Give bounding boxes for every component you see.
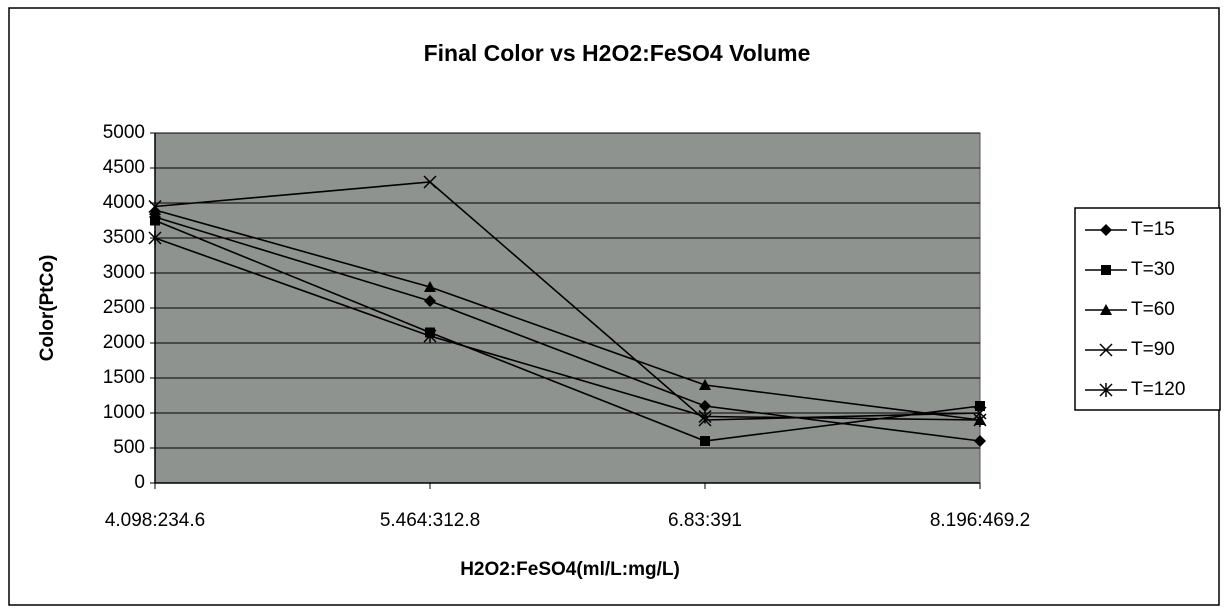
series-line (154, 209, 981, 421)
y-tick-label: 4000 (103, 192, 145, 213)
x-tick-label: 6.83:391 (668, 510, 742, 531)
series-line (154, 219, 981, 442)
y-tick-label: 1500 (103, 367, 145, 388)
y-axis-title: Color(PtCo) (37, 255, 58, 362)
marker (698, 409, 712, 424)
series-line (154, 181, 981, 421)
legend-label: T=120 (1131, 379, 1185, 400)
x-tick-label: 4.098:234.6 (105, 510, 205, 531)
marker (974, 435, 986, 447)
marker (700, 436, 710, 446)
chart-title: Final Color vs H2O2:FeSO4 Volume (424, 40, 811, 66)
marker (699, 379, 711, 390)
y-tick-label: 0 (134, 472, 145, 493)
y-tick-label: 3500 (103, 227, 145, 248)
marker (1099, 343, 1113, 357)
legend-label: T=60 (1131, 299, 1175, 320)
x-tick-label: 5.464:312.8 (380, 510, 480, 531)
marker (973, 413, 987, 427)
series-line (154, 237, 981, 421)
y-tick-label: 2000 (103, 332, 145, 353)
legend-label: T=90 (1131, 339, 1175, 360)
y-tick-label: 3000 (103, 262, 145, 283)
x-tick-label: 8.196:469.2 (930, 510, 1030, 531)
y-tick-label: 1000 (103, 402, 145, 423)
marker (150, 215, 160, 226)
y-tick-label: 4500 (103, 157, 145, 178)
marker (424, 295, 436, 307)
marker (148, 231, 162, 245)
legend-label: T=15 (1131, 219, 1175, 240)
marker (148, 199, 162, 214)
marker (975, 401, 985, 411)
x-axis-title: H2O2:FeSO4(ml/L:mg/L) (460, 559, 680, 580)
legend (1074, 207, 1221, 411)
marker (1099, 383, 1113, 397)
marker (424, 281, 436, 292)
marker (1100, 224, 1112, 236)
y-tick-label: 500 (113, 437, 145, 458)
marker (699, 400, 711, 412)
marker (423, 329, 437, 343)
y-tick-label: 2500 (103, 297, 145, 318)
legend-label: T=30 (1131, 259, 1175, 280)
marker (1100, 304, 1112, 315)
y-tick-label: 5000 (103, 122, 145, 143)
marker (423, 175, 437, 189)
marker (149, 204, 161, 215)
marker (1101, 265, 1111, 275)
